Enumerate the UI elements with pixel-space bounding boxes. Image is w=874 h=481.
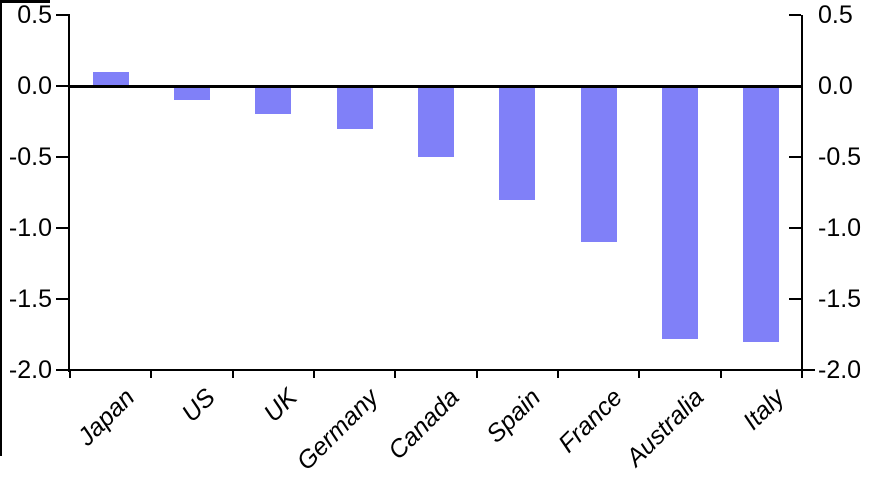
x-axis-tick (394, 370, 397, 378)
bar-france (580, 86, 617, 243)
y-axis-label-right: -2.0 (818, 356, 862, 384)
x-axis-label-france: France (552, 383, 628, 459)
left-axis-tick (56, 227, 70, 229)
x-axis-label-australia: Australia (620, 383, 710, 472)
left-axis-tick (56, 85, 70, 87)
left-axis-tick (56, 14, 70, 16)
y-axis-label-right: 0.5 (818, 1, 853, 29)
left-axis-line (68, 15, 70, 372)
x-axis-tick (557, 370, 559, 378)
x-axis-tick (638, 370, 641, 378)
x-axis-label-italy: Italy (738, 383, 791, 436)
x-axis-label-us: US (176, 383, 222, 428)
x-axis-tick (69, 370, 71, 378)
bar-australia (662, 86, 698, 339)
y-axis-label-right: 0.0 (818, 72, 853, 100)
y-axis-label-right: -0.5 (818, 143, 862, 171)
x-axis-tick (231, 370, 234, 378)
bar-italy (743, 86, 780, 342)
right-axis-line (801, 15, 803, 372)
crop-border-top-stub (0, 0, 50, 3)
x-axis-label-canada: Canada (383, 383, 466, 466)
x-axis-label-germany: Germany (291, 383, 384, 476)
right-axis-tick (789, 14, 801, 16)
x-axis-tick (313, 370, 315, 378)
x-axis-label-uk: UK (258, 383, 303, 428)
x-axis-label-japan: Japan (71, 383, 140, 452)
x-axis-tick (719, 370, 722, 378)
bar-us (174, 86, 210, 101)
x-axis-line (56, 369, 815, 371)
bar-spain (499, 86, 536, 200)
y-axis-label-left: -2.0 (8, 356, 52, 384)
bar-germany (336, 86, 373, 129)
y-axis-label-left: -1.0 (8, 214, 52, 242)
bar-uk (255, 86, 292, 115)
right-axis-tick (789, 298, 801, 300)
crop-border-left (0, 0, 2, 456)
bar-japan (92, 71, 129, 86)
zero-baseline (70, 84, 803, 88)
y-axis-label-left: 0.5 (17, 1, 52, 29)
left-axis-tick (56, 156, 70, 158)
y-axis-label-left: -0.5 (8, 143, 52, 171)
y-axis-label-right: -1.5 (818, 285, 862, 313)
bar-canada (418, 86, 454, 157)
x-axis-tick (801, 370, 803, 378)
x-axis-tick (150, 370, 153, 378)
x-axis-tick (475, 370, 478, 378)
y-axis-label-right: -1.0 (818, 214, 862, 242)
right-axis-tick (789, 156, 801, 158)
left-axis-tick (56, 298, 70, 300)
right-axis-tick (789, 227, 801, 229)
y-axis-label-left: -1.5 (8, 285, 52, 313)
y-axis-label-left: 0.0 (17, 72, 52, 100)
x-axis-label-spain: Spain (481, 383, 547, 449)
